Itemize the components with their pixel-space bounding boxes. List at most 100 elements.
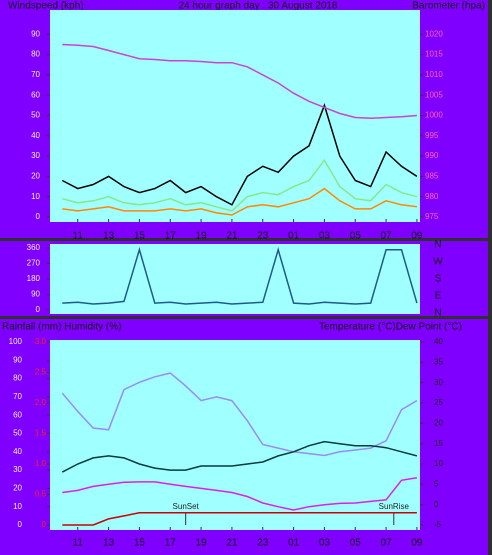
y-axis-label: Rainfall (mm) Humidity (%)	[2, 322, 121, 333]
direction-label: W	[433, 257, 443, 268]
tick-label: 980	[425, 192, 439, 201]
tick-label: 90	[13, 355, 22, 364]
chart-title: 24 hour graph day : 30 August 2018	[178, 1, 337, 12]
tick-label: 60	[31, 90, 40, 99]
tick-label: 30	[434, 378, 443, 387]
tick-label: 15	[434, 439, 443, 448]
x-tick-label: 17	[165, 538, 177, 549]
tick-label: 2.5	[35, 368, 47, 377]
x-tick-label: 09	[411, 538, 423, 549]
tick-label: -5	[434, 520, 442, 529]
x-tick-label: 19	[196, 538, 208, 549]
divider	[0, 316, 488, 319]
tick-label: 1010	[425, 70, 443, 79]
tick-label: 1005	[425, 90, 443, 99]
tick-label: 1.5	[35, 429, 47, 438]
y2-axis-label: Barometer (hpa)	[412, 1, 485, 12]
tick-label: 100	[9, 337, 23, 346]
x-tick-label: 17	[165, 231, 177, 242]
tick-label: 90	[31, 29, 40, 38]
x-tick-label: 01	[288, 538, 300, 549]
series-line	[61, 372, 418, 457]
direction-label: S	[435, 274, 442, 285]
x-tick-label: 11	[73, 538, 84, 549]
tick-label: 30	[13, 465, 22, 474]
series-line	[62, 158, 418, 212]
x-tick-label: 13	[103, 538, 115, 549]
tick-label: 0.5	[35, 490, 47, 499]
divider	[0, 238, 488, 241]
tick-label: 1.0	[35, 459, 47, 468]
direction-label: N	[434, 240, 441, 251]
x-tick-label: 23	[257, 538, 269, 549]
tick-label: 1015	[425, 50, 443, 59]
tick-label: 80	[13, 374, 22, 383]
tick-label: 20	[434, 418, 443, 427]
x-tick-label: 15	[134, 231, 146, 242]
x-tick-label: 13	[103, 231, 115, 242]
x-tick-label: 09	[411, 231, 423, 242]
series-line	[62, 477, 418, 511]
frame	[488, 0, 492, 555]
x-tick-label: 03	[319, 231, 331, 242]
tick-label: 3.0	[35, 337, 47, 346]
tick-label: 975	[425, 212, 439, 221]
y-axis-label: Windspeed (kph)	[8, 1, 84, 12]
x-tick-label: 21	[226, 538, 238, 549]
tick-label: 10	[31, 192, 40, 201]
tick-label: 2.0	[35, 398, 47, 407]
tick-label: 20	[31, 172, 40, 181]
tick-label: 20	[13, 484, 22, 493]
tick-label: 0	[18, 520, 23, 529]
tick-label: 0	[36, 305, 41, 314]
tick-label: 25	[434, 398, 443, 407]
tick-label: 995	[425, 131, 439, 140]
tick-label: 10	[434, 459, 443, 468]
tick-label: 50	[31, 111, 40, 120]
x-tick-label: 19	[196, 231, 208, 242]
x-tick-label: 05	[350, 231, 362, 242]
direction-label: E	[435, 291, 442, 302]
tick-label: 70	[31, 70, 40, 79]
tick-label: 50	[13, 429, 22, 438]
tick-label: 1020	[425, 29, 443, 38]
tick-label: 1000	[425, 111, 443, 120]
tick-label: 40	[13, 447, 22, 456]
x-tick-label: 05	[350, 538, 362, 549]
series-line	[62, 187, 417, 216]
tick-label: 990	[425, 151, 439, 160]
x-tick-label: 07	[381, 231, 393, 242]
series-line	[61, 440, 418, 473]
series-line	[62, 512, 417, 526]
annotation: SunSet	[173, 502, 200, 511]
tick-label: 360	[27, 243, 41, 252]
annotation: SunRise	[379, 502, 410, 511]
tick-label: 180	[27, 274, 41, 283]
tick-label: 30	[31, 151, 40, 160]
tick-label: 80	[31, 50, 40, 59]
x-tick-label: 01	[288, 231, 300, 242]
direction-label: N	[434, 308, 441, 319]
x-tick-label: 21	[226, 231, 238, 242]
tick-label: 0	[42, 520, 47, 529]
tick-label: 270	[27, 259, 41, 268]
tick-label: 60	[13, 410, 22, 419]
tick-label: 0	[36, 212, 41, 221]
tick-label: 10	[13, 502, 22, 511]
tick-label: 40	[31, 131, 40, 140]
tick-label: 70	[13, 392, 22, 401]
tick-label: 985	[425, 172, 439, 181]
tick-label: 90	[31, 290, 40, 299]
series-line	[62, 43, 417, 120]
x-tick-label: 07	[381, 538, 393, 549]
plot-area	[50, 10, 420, 222]
tick-label: 0	[434, 500, 439, 509]
tick-label: 5	[434, 479, 439, 488]
x-tick-label: 15	[134, 538, 146, 549]
tick-label: 35	[434, 357, 443, 366]
series-line	[61, 102, 418, 206]
x-tick-label: 03	[319, 538, 331, 549]
x-tick-label: 23	[257, 231, 269, 242]
plot-area	[50, 340, 420, 530]
